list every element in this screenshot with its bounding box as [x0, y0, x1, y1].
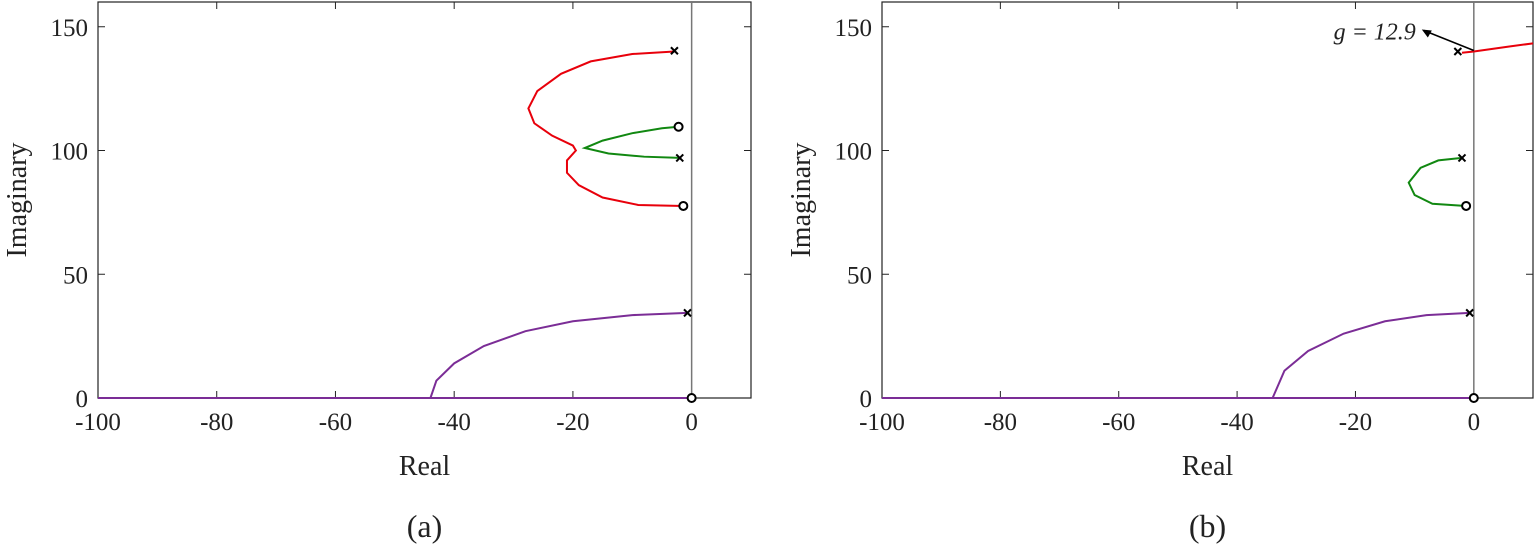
pole-marker	[1453, 47, 1463, 56]
x-tick-label: -60	[319, 409, 352, 436]
zero-marker	[686, 393, 697, 403]
annotation-arrowhead	[1421, 29, 1432, 38]
pole-marker	[1465, 308, 1474, 318]
axes-box	[97, 1, 752, 399]
caption: (a)	[407, 508, 443, 544]
y-tick-label: 100	[835, 139, 873, 166]
pole-marker	[683, 308, 692, 318]
x-tick-label: -80	[984, 409, 1017, 436]
caption: (b)	[1189, 508, 1226, 544]
x-tick-label: -80	[200, 409, 233, 436]
y-axis-label: Imaginary	[786, 142, 817, 257]
zero-marker	[1468, 393, 1479, 403]
x-tick-label: -20	[556, 409, 589, 436]
zero-marker	[678, 200, 689, 211]
y-tick-label: 150	[835, 15, 873, 42]
locus-line	[1407, 156, 1467, 207]
y-tick-label: 50	[63, 262, 88, 289]
annotation-text: g = 12.9	[1334, 20, 1416, 46]
locus-line	[429, 311, 688, 399]
x-tick-label: -60	[1102, 409, 1135, 436]
x-tick-label: -40	[1220, 409, 1253, 436]
locus-line	[581, 125, 680, 159]
annotation-arrow	[1423, 29, 1475, 52]
y-tick-label: 0	[860, 386, 873, 413]
x-tick-label: -100	[75, 409, 121, 436]
plot-panel: -100 -80 -60 -40 -20 0 0 50 100 150 Real Imaginary (…	[786, 1, 1534, 544]
x-tick-label: -100	[859, 409, 905, 436]
y-tick-label: 0	[76, 386, 89, 413]
x-tick-label: 0	[1468, 409, 1481, 436]
axes-box	[881, 1, 1534, 399]
locus-line	[1271, 311, 1470, 399]
x-axis-label: Real	[399, 451, 451, 482]
pole-marker	[670, 46, 679, 55]
zero-marker	[673, 121, 684, 132]
y-tick-label: 50	[847, 262, 872, 289]
locus-line	[527, 50, 684, 207]
locus-line	[1461, 42, 1534, 54]
x-axis-label: Real	[1182, 451, 1234, 482]
y-tick-label: 150	[51, 15, 89, 42]
pole-marker	[675, 153, 684, 163]
x-tick-label: -20	[1339, 409, 1372, 436]
x-tick-label: 0	[685, 409, 698, 436]
y-tick-label: 100	[51, 139, 89, 166]
zero-marker	[1461, 200, 1472, 211]
x-tick-label: -40	[438, 409, 471, 436]
pole-marker	[1457, 153, 1467, 163]
plot-panel: -100 -80 -60 -40 -20 0 0 50 100 150 Real Imaginary (…	[2, 1, 752, 544]
y-axis-label: Imaginary	[2, 142, 33, 257]
